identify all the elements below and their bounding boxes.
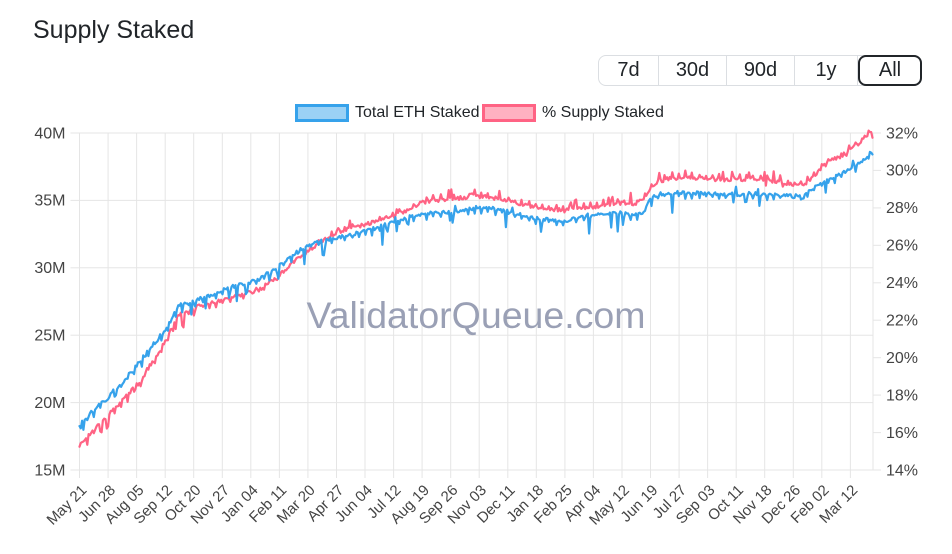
svg-text:15M: 15M (34, 462, 65, 479)
svg-text:25M: 25M (34, 328, 65, 345)
svg-text:14%: 14% (886, 462, 918, 479)
svg-text:28%: 28% (886, 200, 918, 217)
svg-text:ValidatorQueue.com: ValidatorQueue.com (306, 294, 645, 336)
svg-text:16%: 16% (886, 425, 918, 442)
svg-text:35M: 35M (34, 193, 65, 210)
svg-text:18%: 18% (886, 387, 918, 404)
svg-text:30M: 30M (34, 260, 65, 277)
svg-text:30%: 30% (886, 163, 918, 180)
svg-text:26%: 26% (886, 238, 918, 255)
svg-text:20%: 20% (886, 350, 918, 367)
svg-text:20M: 20M (34, 395, 65, 412)
svg-text:24%: 24% (886, 275, 918, 292)
svg-text:22%: 22% (886, 313, 918, 330)
svg-text:40M: 40M (34, 125, 65, 142)
svg-text:32%: 32% (886, 125, 918, 142)
